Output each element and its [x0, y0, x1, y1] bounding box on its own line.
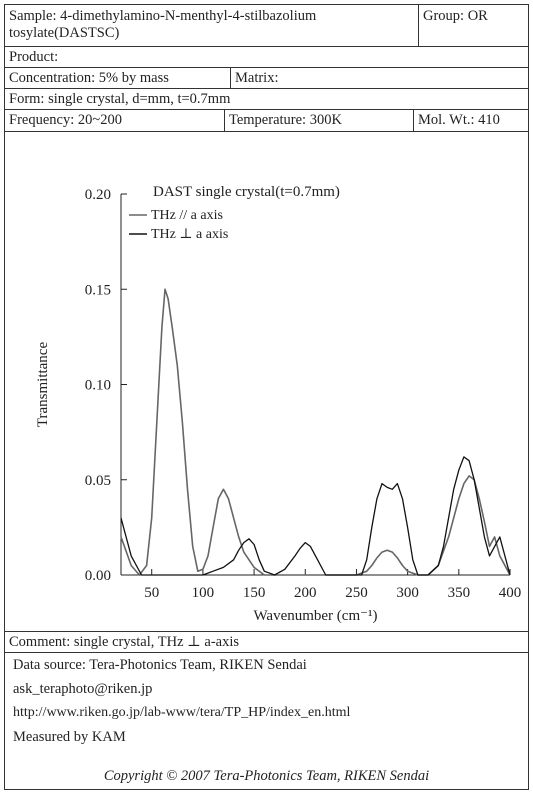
measured-by-text: Measured by KAM: [13, 729, 126, 745]
chart-title: DAST single crystal(t=0.7mm): [153, 184, 340, 200]
x-tick-label: 50: [144, 585, 159, 601]
comment-row: Comment: single crystal, THz ⊥ a-axis: [5, 631, 528, 653]
transmittance-chart: 0.00 0.05 0.10 0.15 0.20 50 100 150 200 250 300 350…: [35, 184, 522, 624]
x-tick-label: 350: [448, 585, 471, 601]
legend-label: THz ⊥ a axis: [151, 227, 228, 242]
chart-area: 0.00 0.05 0.10 0.15 0.20 50 100 150 200 250 300 350…: [5, 158, 528, 633]
y-tick-label: 0.10: [85, 378, 111, 394]
y-tick-label: 0.15: [85, 282, 111, 298]
series-line-2: [120, 456, 511, 576]
x-tick-label: 300: [396, 585, 419, 601]
y-axis-label: Transmittance: [35, 342, 51, 428]
mol-wt-cell: Mol. Wt.: 410: [413, 110, 528, 131]
temperature-text: Temperature: 300K: [229, 112, 342, 128]
product-text: Product:: [9, 49, 59, 65]
y-tick-label: 0.20: [85, 187, 111, 203]
x-tick-label: 400: [499, 585, 522, 601]
series-line-1: [120, 288, 511, 576]
group-text: Group: OR: [423, 8, 488, 24]
sample-row: Sample: 4-dimethylamino-N-menthyl-4-stil…: [5, 5, 528, 47]
concentration-cell: Concentration: 5% by mass: [5, 68, 230, 88]
form-text: Form: single crystal, d=mm, t=0.7mm: [9, 91, 231, 107]
sample-text: Sample: 4-dimethylamino-N-menthyl-4-stil…: [9, 8, 317, 41]
product-row: Product:: [5, 47, 528, 68]
comment-text: Comment: single crystal, THz ⊥ a-axis: [9, 634, 240, 650]
temperature-cell: Temperature: 300K: [224, 110, 413, 131]
data-source-text: Data source: Tera-Photonics Team, RIKEN …: [13, 657, 307, 673]
group-cell: Group: OR: [418, 5, 528, 46]
x-axis-label: Wavenumber (cm⁻¹): [253, 608, 377, 624]
comment-cell: Comment: single crystal, THz ⊥ a-axis: [5, 632, 528, 652]
form-cell: Form: single crystal, d=mm, t=0.7mm: [5, 89, 528, 109]
x-tick-label: 250: [345, 585, 368, 601]
x-tick-label: 150: [243, 585, 266, 601]
copyright-text: Copyright © 2007 Tera-Photonics Team, RI…: [103, 768, 430, 784]
y-tick-label: 0.00: [85, 568, 111, 584]
frequency-text: Frequency: 20~200: [9, 112, 122, 128]
legend-label: THz // a axis: [151, 208, 223, 223]
x-tick-label: 200: [294, 585, 317, 601]
datasheet: Sample: 4-dimethylamino-N-menthyl-4-stil…: [4, 4, 529, 790]
frequency-cell: Frequency: 20~200: [5, 110, 224, 131]
url-link[interactable]: http://www.riken.go.jp/lab-www/tera/TP_H…: [13, 705, 351, 720]
frequency-row: Frequency: 20~200 Temperature: 300K Mol.…: [5, 110, 528, 132]
y-tick-label: 0.05: [85, 473, 111, 489]
concentration-row: Concentration: 5% by mass Matrix:: [5, 68, 528, 89]
sample-cell: Sample: 4-dimethylamino-N-menthyl-4-stil…: [5, 5, 418, 46]
matrix-text: Matrix:: [235, 70, 279, 86]
form-row: Form: single crystal, d=mm, t=0.7mm: [5, 89, 528, 110]
x-tick-label: 100: [192, 585, 215, 601]
concentration-text: Concentration: 5% by mass: [9, 70, 169, 86]
mol-wt-text: Mol. Wt.: 410: [418, 112, 500, 128]
matrix-cell: Matrix:: [230, 68, 528, 88]
product-cell: Product:: [5, 47, 528, 67]
email-link[interactable]: ask_teraphoto@riken.jp: [13, 681, 153, 697]
